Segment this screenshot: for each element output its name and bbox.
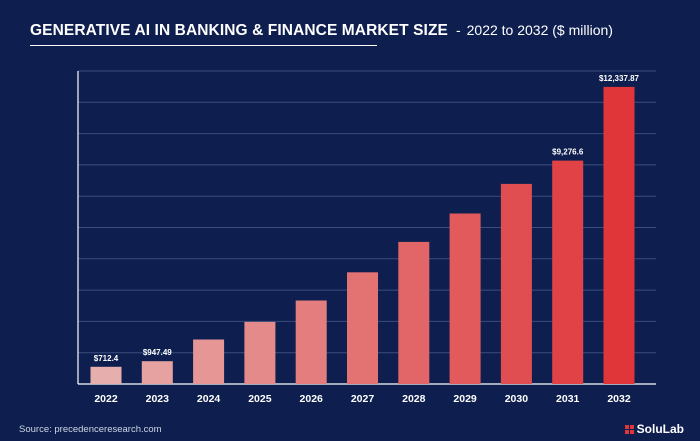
data-label-2032: $12,337.87 [599, 74, 640, 83]
x-tick-label-2029: 2029 [453, 393, 477, 405]
brand-name: SoluLab [636, 422, 684, 436]
data-label-2022: $712.4 [94, 354, 119, 363]
source-note: Source: precedenceresearch.com [19, 424, 162, 435]
bar-2023 [141, 361, 173, 384]
bar-2025 [244, 321, 276, 384]
chart-title: GENERATIVE AI IN BANKING & FINANCE MARKE… [30, 22, 448, 39]
bar-2027 [347, 272, 378, 384]
data-label-2031: $9,276.6 [552, 148, 584, 157]
x-tick-label-2030: 2030 [505, 393, 529, 405]
bar-2030 [500, 183, 532, 384]
bar-2026 [295, 300, 327, 384]
x-tick-labels: 2022 2023 2024 2025 2026 2027 2028 2029 2030 2031… [94, 393, 631, 405]
bar-2031 [552, 160, 584, 384]
data-labels: $712.4 $947.49 $9,276.6 $12,337.87 [94, 74, 640, 363]
x-tick-label-2022: 2022 [94, 393, 118, 405]
x-tick-label-2026: 2026 [300, 393, 324, 405]
x-tick-label-2032: 2032 [607, 393, 631, 405]
bar-2028 [398, 241, 430, 384]
bars [90, 86, 635, 385]
bar-2024 [193, 339, 225, 384]
title-underline [30, 45, 377, 46]
brand-logo: SoluLab [624, 422, 684, 436]
x-tick-label-2027: 2027 [351, 393, 375, 405]
x-tick-label-2025: 2025 [248, 393, 272, 405]
title-separator: - [455, 22, 461, 38]
solulab-logo-icon [624, 424, 634, 434]
chart-title-row: GENERATIVE AI IN BANKING & FINANCE MARKE… [30, 22, 613, 40]
data-label-2023: $947.49 [143, 348, 172, 357]
x-tick-label-2028: 2028 [402, 393, 426, 405]
x-tick-label-2031: 2031 [556, 393, 580, 405]
x-tick-label-2023: 2023 [146, 393, 170, 405]
bar-2022 [90, 366, 122, 384]
chart-subtitle: 2022 to 2032 ($ million) [466, 22, 613, 38]
x-tick-label-2024: 2024 [197, 393, 221, 405]
bar-2032 [603, 86, 635, 385]
bar-2029 [449, 213, 481, 384]
